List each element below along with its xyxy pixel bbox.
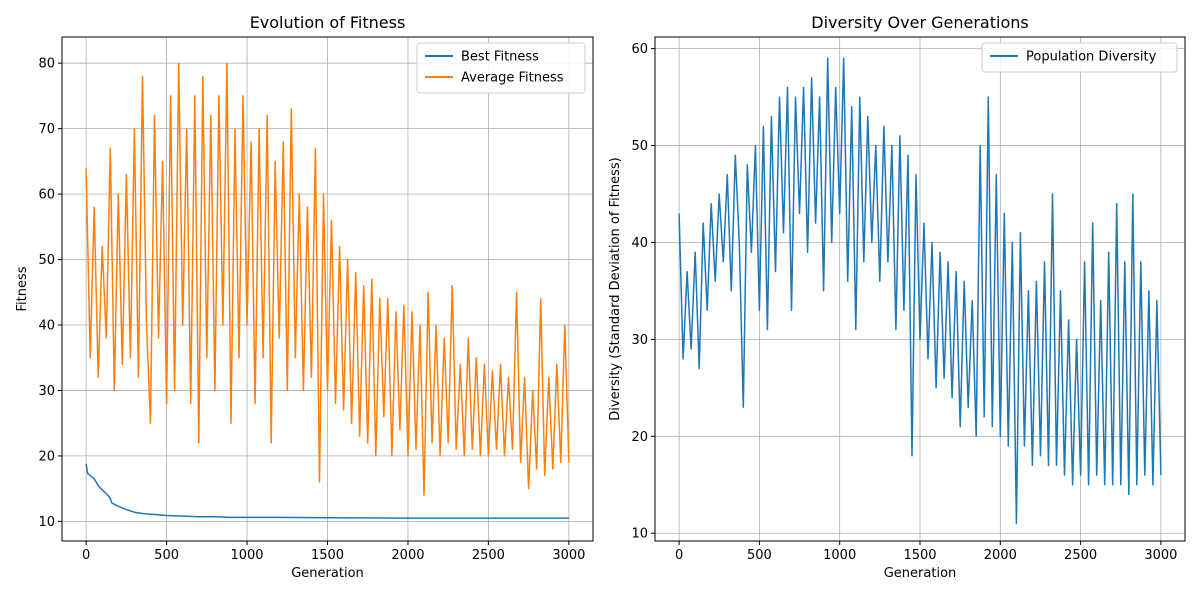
x-tick-label: 3000: [552, 548, 585, 563]
chart-panel-2: 0 500 1000 1500 2000 2500 3000 10 20 30 40 50 60 Dive…: [608, 13, 1186, 581]
x-tick-label: 3000: [1144, 548, 1177, 563]
y-axis-label: Fitness: [15, 266, 30, 311]
x-tick-label: 1000: [823, 548, 856, 563]
x-tick-label: 2500: [472, 548, 505, 563]
y-tick-label: 20: [38, 449, 55, 464]
chart-title: Evolution of Fitness: [250, 13, 406, 32]
legend-label: Average Fitness: [461, 71, 564, 86]
y-tick-label: 50: [631, 139, 648, 154]
x-tick-label: 0: [675, 548, 683, 563]
y-tick-label: 70: [38, 122, 55, 137]
y-tick-label: 10: [38, 515, 55, 530]
x-tick-label: 1500: [311, 548, 344, 563]
y-tick-label: 40: [38, 319, 55, 334]
y-tick-label: 60: [631, 42, 648, 57]
series-line-average-fitness: [85, 62, 570, 496]
legend: Population Diversity: [981, 42, 1178, 73]
x-axis-label: Generation: [291, 566, 364, 581]
y-tick-label: 40: [631, 236, 648, 251]
x-tick-label: 500: [154, 548, 179, 563]
x-axis-label: Generation: [884, 566, 957, 581]
y-tick-label: 30: [631, 333, 648, 348]
y-tick-label: 60: [38, 188, 55, 203]
chart-panel-1: 0 500 1000 1500 2000 2500 3000 10 20 30 40 50 60 70 80…: [15, 13, 594, 581]
y-tick-label: 30: [38, 384, 55, 399]
chart-title: Diversity Over Generations: [811, 13, 1028, 32]
legend: Best Fitness Average Fitness: [416, 42, 586, 94]
x-tick-label: 500: [747, 548, 772, 563]
series-line-best-fitness: [85, 463, 569, 519]
y-tick-label: 50: [38, 253, 55, 268]
x-tick-label: 2500: [1064, 548, 1097, 563]
x-tick-label: 1000: [230, 548, 263, 563]
legend-label: Population Diversity: [1026, 50, 1157, 65]
x-tick-label: 2000: [984, 548, 1017, 563]
x-tick-label: 0: [82, 548, 90, 563]
x-tick-label: 1500: [903, 548, 936, 563]
legend-box: [981, 42, 1178, 73]
y-axis-label: Diversity (Standard Deviation of Fitness…: [608, 157, 623, 420]
series-line-population-diversity: [678, 57, 1162, 525]
y-tick-label: 20: [631, 430, 648, 445]
y-tick-label: 10: [631, 527, 648, 542]
x-tick-label: 2000: [391, 548, 424, 563]
legend-label: Best Fitness: [461, 50, 539, 65]
y-tick-label: 80: [38, 57, 55, 72]
legend-box: [416, 42, 586, 94]
